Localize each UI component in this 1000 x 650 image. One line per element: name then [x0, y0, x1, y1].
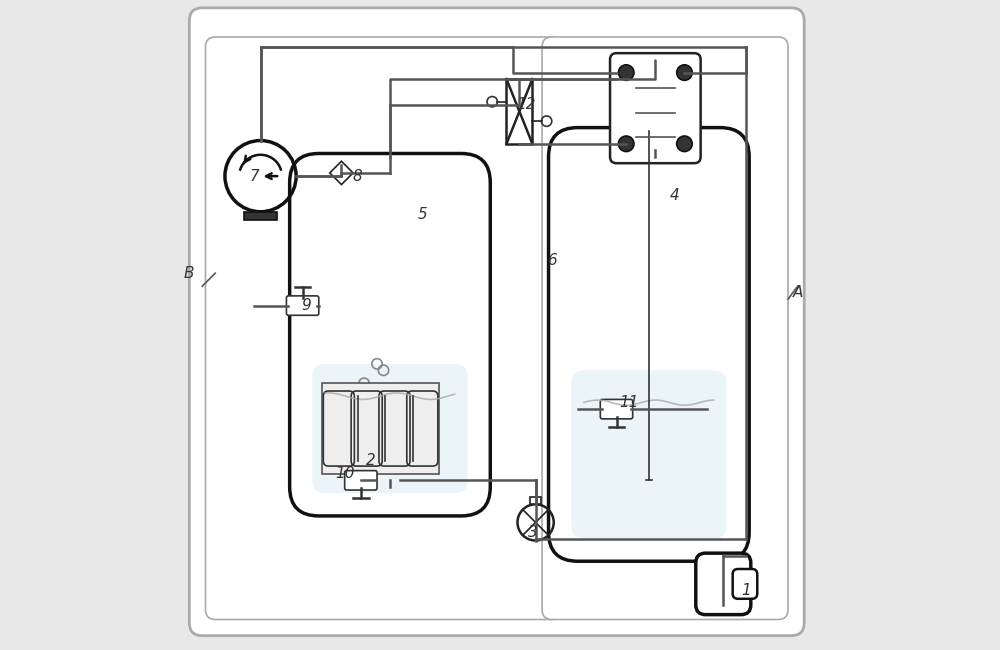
FancyBboxPatch shape: [600, 400, 633, 419]
Text: 8: 8: [353, 168, 362, 184]
FancyBboxPatch shape: [733, 569, 757, 599]
Text: 6: 6: [547, 253, 557, 268]
FancyBboxPatch shape: [696, 553, 751, 615]
Text: 4: 4: [670, 188, 680, 203]
Circle shape: [618, 65, 634, 81]
Text: 5: 5: [417, 207, 427, 222]
Bar: [244, 212, 277, 220]
Circle shape: [618, 136, 634, 151]
Circle shape: [677, 65, 692, 81]
FancyBboxPatch shape: [542, 37, 788, 619]
Text: B: B: [184, 266, 195, 281]
FancyBboxPatch shape: [189, 8, 804, 636]
FancyBboxPatch shape: [206, 37, 561, 619]
Text: 11: 11: [620, 395, 639, 410]
Text: A: A: [793, 285, 803, 300]
Bar: [506, 79, 532, 144]
FancyBboxPatch shape: [345, 471, 377, 490]
Text: 3: 3: [527, 525, 537, 540]
FancyBboxPatch shape: [312, 364, 468, 493]
Text: 9: 9: [301, 298, 311, 313]
FancyBboxPatch shape: [549, 127, 749, 561]
Text: 7: 7: [249, 168, 259, 184]
FancyBboxPatch shape: [571, 370, 727, 539]
Bar: [322, 384, 439, 474]
Polygon shape: [330, 161, 353, 185]
Text: 2: 2: [366, 454, 375, 469]
Text: 12: 12: [516, 98, 536, 112]
FancyBboxPatch shape: [610, 53, 701, 163]
Bar: [530, 497, 541, 504]
Circle shape: [677, 136, 692, 151]
FancyBboxPatch shape: [290, 153, 490, 516]
Text: 10: 10: [335, 466, 354, 482]
Text: 1: 1: [741, 583, 751, 598]
FancyBboxPatch shape: [286, 296, 319, 315]
